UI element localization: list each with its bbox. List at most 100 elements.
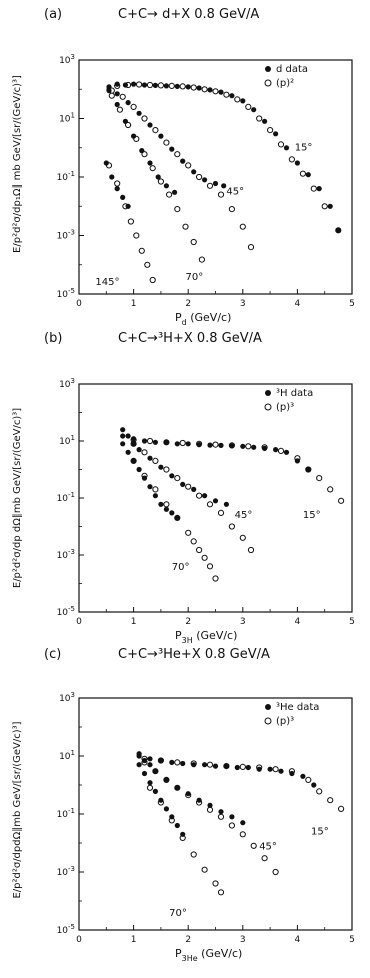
model-point (157, 178, 164, 185)
model-point (119, 93, 126, 100)
model-point (206, 501, 214, 508)
y-tick-label: 10-5 (57, 605, 75, 618)
data-point (262, 445, 268, 451)
data-point (207, 802, 213, 808)
legend-marker-open (264, 717, 272, 725)
data-point (163, 183, 169, 189)
data-point (251, 107, 257, 113)
model-point (149, 165, 156, 172)
panel-label: (a) (44, 7, 62, 22)
model-point (217, 813, 225, 820)
model-point (196, 173, 203, 181)
data-point (125, 449, 131, 455)
model-point (288, 156, 295, 163)
model-point (152, 127, 159, 134)
data-point (141, 82, 148, 88)
model-point (141, 151, 148, 158)
data-point (136, 110, 142, 116)
model-point (152, 457, 159, 464)
data-point (125, 203, 131, 209)
x-axis-label: Pd (GeV/c) (175, 311, 231, 327)
data-point (125, 100, 131, 106)
series-70deg: 70° (136, 762, 225, 919)
model-point (201, 866, 208, 873)
data-point (223, 763, 229, 769)
y-tick-label: 10-3 (57, 229, 75, 242)
data-point (278, 768, 284, 774)
model-point (174, 206, 181, 213)
y-axis-label: E/p²d²σ/dpdΩ∥mb GeV/[sr/(GeV/c)³] (12, 721, 23, 898)
y-tick-label: 10-5 (57, 923, 75, 936)
data-point (218, 442, 224, 448)
legend-marker-filled (265, 66, 271, 72)
data-point (180, 760, 186, 767)
model-point (127, 218, 134, 225)
data-point (327, 203, 333, 209)
legend: ³He data (p)³ (264, 702, 319, 727)
model-point (272, 868, 279, 876)
model-point (108, 92, 115, 99)
x-tick-label: 0 (76, 935, 82, 945)
model-point (250, 842, 257, 849)
model-point (267, 127, 274, 134)
model-point (152, 486, 159, 493)
model-point (228, 206, 235, 213)
data-point (335, 227, 341, 233)
model-point (247, 244, 255, 251)
angle-label: 70° (186, 272, 204, 283)
model-point (149, 276, 156, 284)
data-point (212, 763, 219, 769)
panel-title: (b) C+C→³H+X 0.8 GeV/A (44, 331, 262, 346)
x-tick-label: 4 (295, 935, 301, 945)
model-point (310, 185, 317, 192)
series-45deg: 45° (120, 427, 255, 554)
panel-title: (c) C+C→³He+X 0.8 GeV/A (44, 647, 270, 662)
panel-a: (a) C+C→ d+X 0.8 GeV/A 0 1 2 3 4 5 103 101 10-1 10-… (12, 7, 355, 327)
data-point (103, 160, 109, 166)
data-point (147, 122, 153, 128)
panel-label: (c) (44, 647, 61, 662)
data-point (114, 101, 120, 108)
data-point (311, 782, 317, 788)
data-point (122, 82, 128, 88)
y-tick-label: 10-5 (57, 287, 75, 300)
model-point (272, 766, 279, 773)
x-tick-label: 0 (76, 617, 82, 627)
data-point (136, 447, 142, 453)
data-point (152, 788, 158, 795)
data-point (191, 169, 197, 175)
data-point (234, 764, 240, 771)
legend: d data (p)² (264, 64, 308, 89)
series-70deg: 70° (106, 88, 205, 283)
angle-label: 45° (226, 187, 244, 198)
data-point (163, 83, 169, 89)
data-point (147, 484, 153, 490)
model-point (179, 439, 186, 447)
model-point (228, 523, 235, 530)
data-point (212, 498, 219, 504)
data-point (256, 766, 262, 772)
data-point (294, 458, 300, 464)
legend-marker-open (264, 403, 272, 411)
reaction-title: C+C→³H+X 0.8 GeV/A (118, 331, 262, 346)
data-point (131, 133, 137, 139)
data-point (114, 91, 120, 97)
data-point (191, 762, 197, 768)
series-15deg: 15° (136, 753, 345, 837)
reaction-title: C+C→³He+X 0.8 GeV/A (118, 647, 270, 662)
x-axis-label: P3H (GeV/c) (175, 629, 237, 645)
y-tick-label: 10-3 (57, 865, 75, 878)
x-tick-label: 1 (131, 299, 137, 309)
panel-b: (b) C+C→³H+X 0.8 GeV/A 0 1 2 3 4 5 103 101 10-1 10-… (12, 331, 355, 645)
data-point (131, 436, 137, 442)
panel-label: (b) (44, 331, 62, 346)
data-point (163, 806, 169, 812)
model-point (174, 151, 181, 158)
model-point (201, 86, 208, 93)
legend-label: ³He data (276, 702, 319, 713)
data-point (191, 486, 197, 492)
model-point (196, 492, 203, 499)
data-point (229, 443, 235, 449)
x-tick-label: 1 (131, 617, 137, 627)
model-point (223, 91, 230, 98)
